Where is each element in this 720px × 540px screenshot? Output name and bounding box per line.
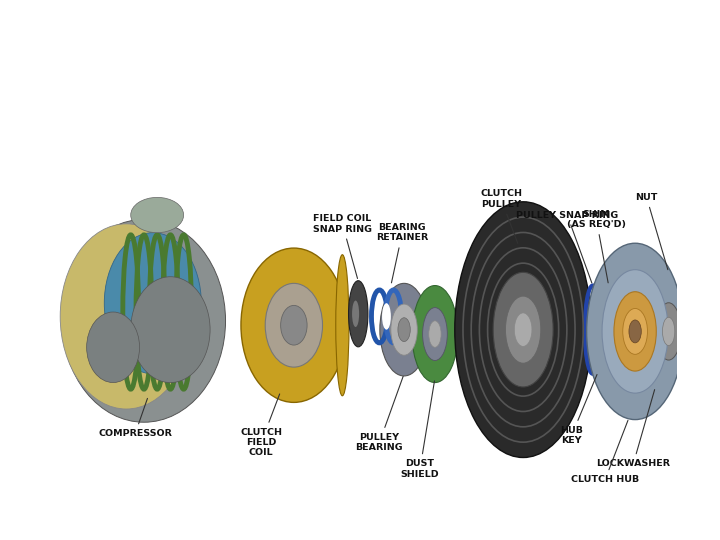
Ellipse shape: [612, 308, 619, 315]
Text: FIELD COIL
SNAP RING: FIELD COIL SNAP RING: [313, 214, 372, 279]
Ellipse shape: [602, 269, 668, 393]
Ellipse shape: [602, 306, 612, 354]
Ellipse shape: [336, 255, 349, 396]
Text: LOCKWASHER: LOCKWASHER: [596, 390, 670, 468]
Ellipse shape: [63, 219, 225, 422]
Ellipse shape: [662, 318, 675, 346]
Ellipse shape: [104, 233, 202, 374]
Ellipse shape: [380, 284, 428, 376]
Ellipse shape: [60, 224, 192, 409]
Ellipse shape: [398, 318, 410, 341]
Ellipse shape: [455, 202, 591, 457]
Text: CLUTCH HUB: CLUTCH HUB: [571, 421, 639, 484]
Ellipse shape: [629, 320, 642, 343]
Ellipse shape: [429, 321, 441, 347]
Ellipse shape: [391, 304, 418, 355]
Ellipse shape: [612, 348, 619, 355]
Ellipse shape: [352, 301, 359, 327]
Ellipse shape: [587, 243, 683, 420]
Ellipse shape: [614, 292, 656, 371]
Text: BEARING
RETAINER: BEARING RETAINER: [377, 223, 428, 283]
Ellipse shape: [493, 272, 553, 387]
Text: PULLEY
BEARING: PULLEY BEARING: [356, 376, 403, 452]
Ellipse shape: [423, 308, 447, 361]
Ellipse shape: [348, 281, 368, 347]
Ellipse shape: [86, 312, 140, 382]
Text: FIGURE 3–9  The electromagnetic clutch assembly includes the clutch field coil, : FIGURE 3–9 The electromagnetic clutch as…: [12, 22, 703, 98]
Text: DUST
SHIELD: DUST SHIELD: [400, 381, 439, 478]
Ellipse shape: [382, 303, 391, 329]
Text: CLUTCH
PULLEY: CLUTCH PULLEY: [480, 190, 522, 244]
Ellipse shape: [656, 303, 681, 360]
Text: Copyright © 2018  2015  2011 Pearson Education, Inc. All Rights Reserved: Copyright © 2018 2015 2011 Pearson Educa…: [7, 518, 293, 528]
Ellipse shape: [623, 308, 647, 354]
Ellipse shape: [505, 296, 541, 363]
Text: CLUTCH
FIELD
COIL: CLUTCH FIELD COIL: [240, 394, 282, 457]
Text: COMPRESSOR: COMPRESSOR: [98, 399, 172, 438]
Ellipse shape: [281, 306, 307, 345]
Ellipse shape: [131, 198, 184, 233]
Ellipse shape: [412, 286, 458, 382]
Ellipse shape: [514, 313, 532, 346]
Ellipse shape: [265, 284, 323, 367]
Text: PEARSON: PEARSON: [601, 513, 713, 533]
Text: PULLEY SNAP RING: PULLEY SNAP RING: [516, 211, 618, 283]
Text: SHIM
(AS REQ'D): SHIM (AS REQ'D): [567, 210, 626, 283]
Ellipse shape: [612, 322, 619, 329]
Text: HUB
KEY: HUB KEY: [560, 375, 597, 445]
Ellipse shape: [131, 276, 210, 382]
Ellipse shape: [241, 248, 347, 402]
Ellipse shape: [612, 335, 619, 342]
Text: NUT: NUT: [635, 193, 668, 269]
